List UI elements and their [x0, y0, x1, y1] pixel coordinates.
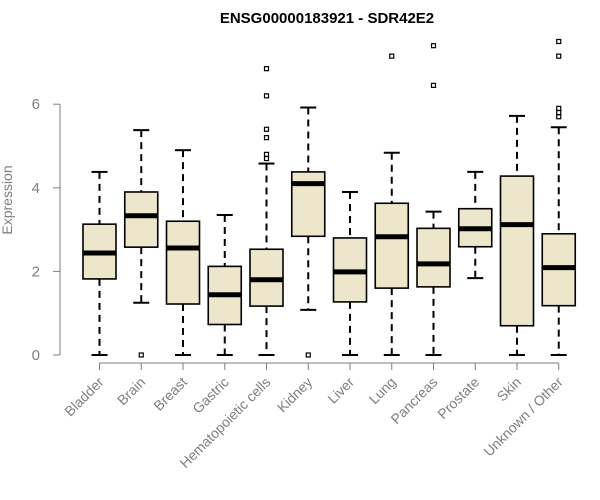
outlier-point: [389, 53, 395, 59]
y-tick-label: 6: [32, 96, 40, 113]
iqr-box: [499, 175, 535, 327]
box-prostate: [457, 170, 493, 280]
box-bladder: [82, 170, 117, 356]
outlier-point: [430, 43, 437, 49]
box-kidney: [290, 106, 326, 358]
box-breast: [165, 149, 201, 356]
x-tick-label: Lung: [366, 374, 399, 407]
y-tick-label: 4: [32, 180, 40, 197]
outlier-point: [556, 38, 562, 45]
iqr-box: [123, 191, 159, 248]
box-liver: [332, 190, 368, 356]
box-pancreas: [416, 43, 451, 356]
box-hematopoietic-cells: [249, 66, 284, 356]
outlier-point: [556, 105, 562, 111]
y-axis-label: Expression: [0, 165, 15, 234]
outlier-point: [263, 151, 270, 157]
outlier-point: [263, 155, 270, 162]
box-unknown-other: [541, 38, 577, 356]
x-tick-label: Brain: [114, 374, 148, 408]
outlier-point: [263, 66, 270, 72]
box-lung: [374, 53, 410, 356]
outlier-point: [138, 352, 144, 358]
outlier-point: [556, 53, 562, 59]
outlier-point: [263, 135, 270, 141]
box-gastric: [207, 213, 243, 356]
x-tick-label: Bladder: [61, 374, 107, 420]
x-tick-label: Breast: [150, 374, 190, 414]
outlier-point: [263, 93, 270, 99]
outlier-point: [430, 82, 437, 88]
chart-title: ENSG00000183921 - SDR42E2: [220, 10, 434, 27]
iqr-box: [165, 220, 201, 305]
x-tick-label: Prostate: [434, 374, 482, 422]
iqr-box: [416, 227, 451, 288]
boxes-group: [82, 38, 577, 358]
outlier-point: [556, 114, 562, 120]
x-tick-label: Unknown / Other: [480, 374, 566, 460]
box-brain: [123, 129, 159, 358]
y-tick-label: 0: [32, 347, 40, 364]
x-tick-label: Kidney: [274, 374, 316, 416]
outlier-point: [263, 126, 270, 132]
x-tick-label: Liver: [324, 374, 357, 407]
iqr-box: [374, 202, 410, 289]
y-tick-label: 2: [32, 263, 40, 280]
x-tick-label: Skin: [494, 374, 525, 405]
outlier-point: [305, 352, 311, 358]
box-skin: [499, 114, 535, 356]
outlier-point: [556, 109, 562, 116]
